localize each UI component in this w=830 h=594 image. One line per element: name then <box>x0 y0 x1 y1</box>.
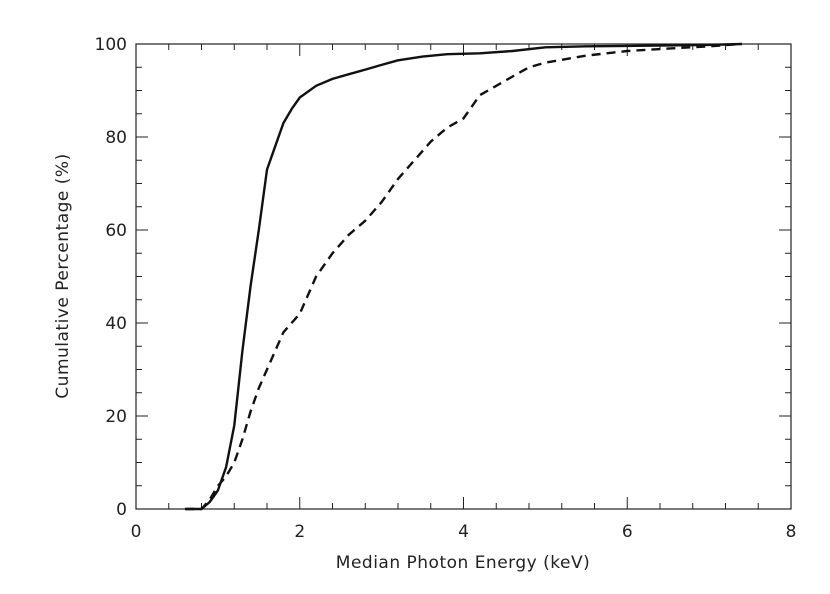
series-line-dashed <box>185 42 742 511</box>
series-layer <box>185 42 742 511</box>
x-tick-label: 4 <box>458 522 469 542</box>
x-tick-label: 6 <box>622 522 633 542</box>
y-tick-label: 20 <box>105 407 127 427</box>
y-tick-label: 100 <box>95 35 127 55</box>
plot-frame <box>135 43 792 510</box>
x-axis-title: Median Photon Energy (keV) <box>336 553 590 573</box>
x-tick-label: 0 <box>131 522 142 542</box>
y-tick-label: 0 <box>116 500 127 520</box>
y-tick-label: 40 <box>105 314 127 334</box>
y-tick-label: 80 <box>105 128 127 148</box>
axis-ticks <box>135 43 792 510</box>
x-tick-label: 8 <box>786 522 797 542</box>
y-tick-label: 60 <box>105 221 127 241</box>
series-line-solid <box>185 42 742 511</box>
y-axis-title: Cumulative Percentage (%) <box>53 153 73 398</box>
x-tick-label: 2 <box>294 522 305 542</box>
